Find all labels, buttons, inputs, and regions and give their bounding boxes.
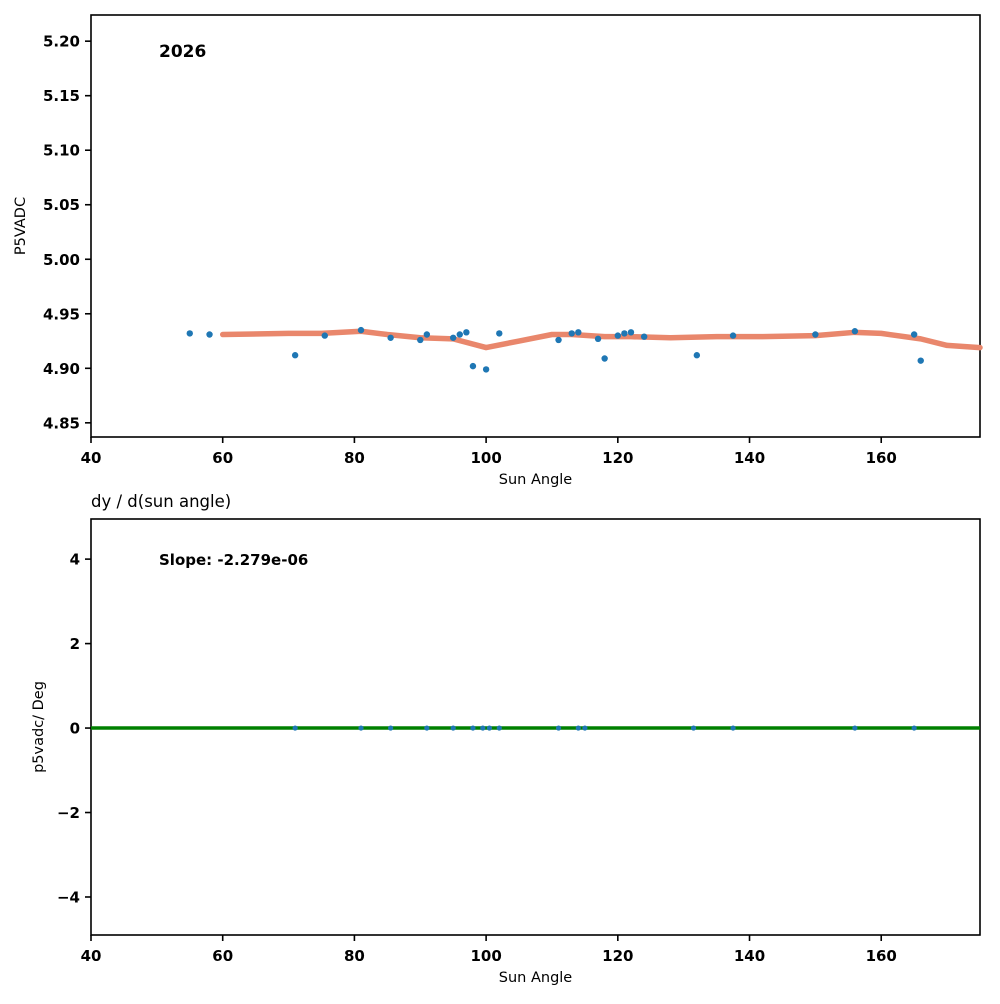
scatter-point	[456, 331, 463, 338]
x-tick-label: 80	[344, 947, 365, 965]
y-tick-label: 5.15	[43, 87, 80, 105]
y-tick-label: 2	[70, 635, 80, 653]
scatter-point	[417, 336, 424, 344]
x-tick-label: 80	[344, 449, 365, 467]
scatter-point	[450, 725, 456, 731]
scatter-point	[480, 725, 486, 731]
scatter-point	[292, 725, 298, 731]
y-axis-label: p5vadc/ Deg	[31, 681, 47, 773]
x-axis-label: Sun Angle	[499, 472, 573, 488]
y-tick-label: 4.85	[43, 414, 80, 432]
scatter-point	[463, 329, 470, 336]
y-tick-label: 4.90	[43, 360, 80, 378]
x-tick-label: 100	[470, 449, 501, 467]
scatter-point	[575, 329, 582, 336]
x-tick-label: 120	[602, 449, 633, 467]
x-tick-label: 40	[81, 449, 102, 467]
y-tick-label: 5.05	[43, 196, 80, 214]
scatter-point	[321, 332, 328, 339]
scatter-point	[690, 725, 697, 731]
x-tick-label: 160	[866, 449, 897, 467]
x-tick-label: 60	[212, 449, 233, 467]
scatter-point	[621, 330, 628, 337]
scatter-point	[206, 331, 213, 338]
scatter-point	[851, 328, 859, 335]
y-tick-label: −4	[57, 888, 80, 906]
scatter-point	[358, 725, 364, 731]
axes-spines	[90, 14, 981, 438]
scatter-point	[594, 335, 602, 343]
scatter-point	[582, 725, 588, 731]
chart-title: 2026	[159, 42, 206, 62]
x-tick-label: 160	[866, 947, 897, 965]
y-tick-label: −2	[57, 804, 80, 822]
scatter-point	[730, 725, 736, 731]
scatter-point	[614, 332, 622, 339]
scatter-point	[423, 331, 431, 338]
x-tick-label: 140	[734, 449, 765, 467]
scatter-point	[812, 331, 819, 338]
y-tick-label: 5.00	[43, 251, 80, 269]
y-axis-label: P5VADC	[13, 197, 29, 255]
scatter-point	[482, 366, 490, 373]
scatter-point	[186, 330, 193, 337]
scatter-point	[601, 355, 608, 362]
scatter-point	[388, 725, 394, 731]
scatter-point	[555, 725, 562, 731]
scatter-point	[627, 329, 635, 336]
x-tick-label: 140	[734, 947, 765, 965]
trend-line	[219, 328, 983, 351]
y-tick-label: 0	[70, 720, 80, 738]
x-tick-label: 120	[602, 947, 633, 965]
x-tick-label: 40	[81, 947, 102, 965]
scatter-point	[357, 326, 365, 334]
y-tick-label: 4.95	[43, 305, 80, 323]
scatter-point	[729, 332, 737, 339]
scatter-point	[693, 352, 701, 359]
x-tick-label: 100	[470, 947, 501, 965]
scatter-point	[291, 352, 299, 359]
y-tick-label: 4	[70, 551, 80, 569]
scatter-point	[449, 334, 457, 341]
scatter-point	[496, 330, 503, 337]
scatter-point	[470, 725, 476, 731]
scatter-point	[911, 725, 917, 731]
scatter-point	[852, 725, 858, 731]
chart-title: dy / d(sun angle)	[91, 492, 231, 511]
x-tick-label: 60	[212, 947, 233, 965]
scatter-point	[424, 725, 430, 731]
x-axis-label: Sun Angle	[499, 970, 573, 986]
slope-annotation: Slope: -2.279e-06	[159, 551, 308, 569]
y-tick-label: 5.20	[43, 33, 80, 51]
scatter-point	[555, 336, 562, 344]
scatter-point	[575, 725, 581, 731]
scatter-point	[469, 362, 477, 370]
scatter-point	[387, 334, 394, 341]
scatter-point	[486, 725, 493, 731]
scatter-point	[568, 330, 575, 337]
scatter-point	[917, 357, 924, 364]
y-tick-label: 5.10	[43, 142, 80, 160]
scatter-point	[496, 725, 502, 731]
scatter-point	[640, 333, 648, 340]
scatter-point	[910, 331, 918, 338]
